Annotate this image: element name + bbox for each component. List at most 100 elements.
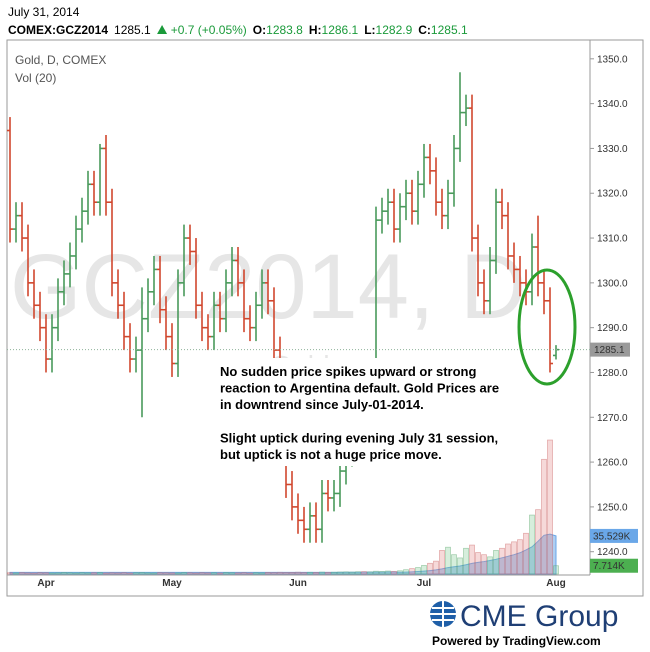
annotation-line: reaction to Argentina default. Gold Pric… <box>220 381 499 396</box>
volume-ma-box <box>590 528 638 543</box>
volume-bar <box>361 571 367 575</box>
volume-bar <box>445 546 451 575</box>
volume-bar <box>415 567 421 575</box>
volume-bar <box>139 572 145 575</box>
volume-bar <box>151 572 157 575</box>
y-tick-label: 1260.0 <box>597 458 628 469</box>
axes-layer: 1240.0 1250.0 1260.0 1270.0 1280.0 1290.0 1300… <box>7 54 638 589</box>
volume-bar <box>289 572 295 575</box>
volume-bar <box>295 571 301 575</box>
volume-bar <box>19 572 25 575</box>
close-value: 1285.1 <box>431 23 468 37</box>
y-tick-label: 1290.0 <box>597 323 628 334</box>
y-tick-label: 1310.0 <box>597 234 628 245</box>
y-tick-label: 1280.0 <box>597 368 628 379</box>
volume-bar <box>43 572 49 575</box>
quote-line: COMEX:GCZ2014 1285.1 +0.7 (+0.05%) O:1283.8… <box>8 23 468 37</box>
volume-bar <box>31 572 37 575</box>
volume-bar <box>145 572 151 575</box>
volume-bar <box>337 571 343 575</box>
x-tick-label: May <box>162 578 182 589</box>
volume-bar <box>331 571 337 575</box>
volume-bar <box>421 565 427 575</box>
volume-label: 7.714K <box>593 561 625 572</box>
volume-bar <box>229 572 235 575</box>
x-tick-label: Jun <box>289 578 307 589</box>
volume-bar <box>25 572 31 575</box>
volume-bar <box>409 568 415 575</box>
volume-bar <box>61 572 67 575</box>
y-tick-label: 1240.0 <box>597 547 628 558</box>
volume-bar <box>487 556 493 575</box>
volume-bar <box>277 571 283 575</box>
volume-bar <box>541 458 547 575</box>
volume-bar <box>493 550 499 575</box>
volume-bar <box>439 550 445 575</box>
volume-bar <box>355 571 361 575</box>
volume-bar <box>85 572 91 575</box>
annotation-box <box>213 358 525 466</box>
volume-bar <box>403 569 409 575</box>
y-tick-label: 1330.0 <box>597 144 628 155</box>
volume-bar <box>547 439 553 575</box>
volume-bar <box>373 570 379 575</box>
volume-bar <box>325 571 331 575</box>
x-tick-label: Apr <box>37 578 54 589</box>
volume-bar <box>187 572 193 575</box>
volume-bar <box>241 572 247 575</box>
symbol: COMEX:GCZ2014 <box>8 23 108 37</box>
volume-bar <box>175 572 181 575</box>
volume-bar <box>235 572 241 575</box>
volume-bar <box>109 572 115 575</box>
last-price-box <box>590 342 630 357</box>
y-tick-label: 1320.0 <box>597 189 628 200</box>
x-tick-label: Jul <box>417 578 432 589</box>
volume-bar <box>535 509 541 575</box>
volume-bar <box>391 570 397 575</box>
volume-bar <box>205 572 211 575</box>
price-layer <box>7 72 559 543</box>
volume-bar <box>505 543 511 575</box>
volume-bar <box>511 541 517 575</box>
volume-bar <box>265 572 271 575</box>
volume-bar <box>97 572 103 575</box>
volume-bar <box>463 547 469 575</box>
volume-bar <box>367 571 373 575</box>
y-tick-label: 1350.0 <box>597 54 628 65</box>
volume-bar <box>115 572 121 575</box>
volume-layer <box>7 439 559 575</box>
low-label: L: <box>364 23 375 37</box>
globe-lines <box>430 601 456 627</box>
last-price-label: 1285.1 <box>594 345 625 356</box>
annotation-line: in downtrend since July-01-2014. <box>220 397 424 412</box>
volume-bar <box>457 557 463 575</box>
high-value: 1286.1 <box>322 23 359 37</box>
volume-bar <box>271 572 277 575</box>
volume-bar <box>91 572 97 575</box>
volume-bar <box>319 571 325 575</box>
volume-bar <box>499 547 505 575</box>
volume-bar <box>379 571 385 575</box>
volume-bar <box>247 572 253 575</box>
volume-bar <box>301 572 307 575</box>
volume-bar <box>307 571 313 575</box>
close-label: C: <box>418 23 431 37</box>
volume-bar <box>193 572 199 575</box>
open-value: 1283.8 <box>266 23 303 37</box>
y-tick-label: 1340.0 <box>597 99 628 110</box>
legend-title: Gold, D, COMEX <box>15 53 106 67</box>
volume-bar <box>385 570 391 575</box>
volume-bar <box>37 572 43 575</box>
low-value: 1282.9 <box>376 23 413 37</box>
x-tick-label: Aug <box>546 578 565 589</box>
annotation-group: No sudden price spikes upward or strong r… <box>220 364 499 462</box>
volume-bar <box>217 572 223 575</box>
annotation-line: No sudden price spikes upward or strong <box>220 364 476 379</box>
annotation-line: Slight uptick during evening July 31 ses… <box>220 431 498 446</box>
volume-bar <box>73 572 79 575</box>
volume-bar <box>553 565 559 575</box>
volume-bar <box>79 572 85 575</box>
legend-volume: Vol (20) <box>15 71 56 85</box>
annotation-line: but uptick is not a huge price move. <box>220 447 442 462</box>
